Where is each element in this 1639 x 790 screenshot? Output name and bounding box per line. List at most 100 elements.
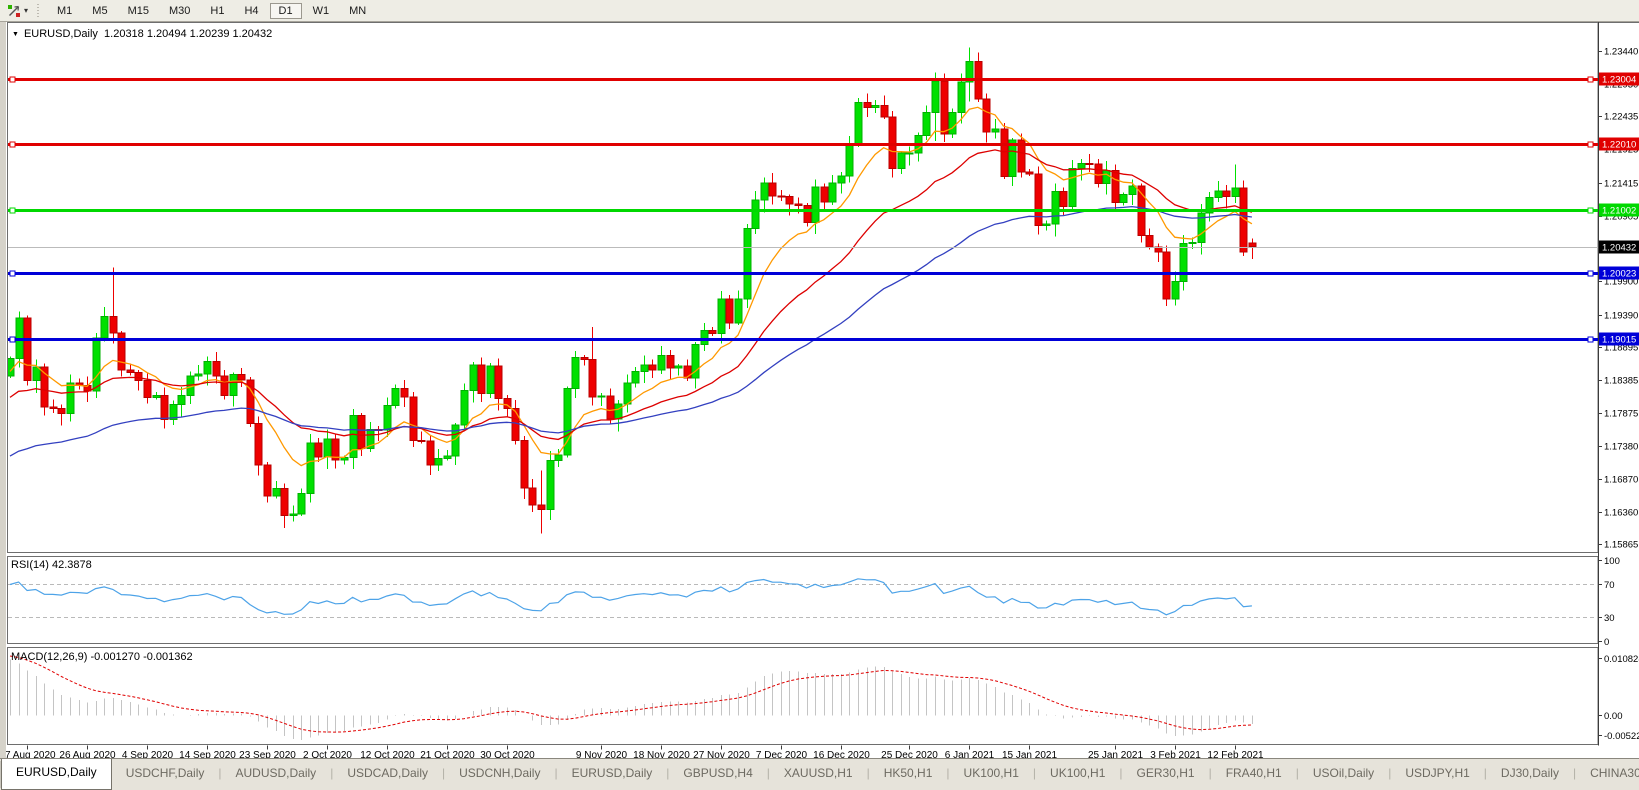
chart-tab-uk100-h1[interactable]: UK100,H1 <box>1050 766 1106 780</box>
line-handle[interactable] <box>1587 336 1594 343</box>
date-label: 12 Oct 2020 <box>360 750 415 758</box>
timeframe-button-m30[interactable]: M30 <box>168 4 191 17</box>
timeframe-button-m15[interactable]: M15 <box>127 4 149 17</box>
timeframe-button-h4[interactable]: H4 <box>244 4 259 17</box>
timeframe-button-d1[interactable]: D1 <box>269 2 302 19</box>
horizontal-line-1.23004[interactable] <box>8 76 1598 83</box>
horizontal-line-1.21002[interactable] <box>8 207 1598 214</box>
svg-text:1.22010: 1.22010 <box>1602 140 1636 151</box>
price-axis[interactable]: 1.234401.229301.224351.219251.214151.209… <box>1598 22 1639 746</box>
chart-tab-eurusd-daily[interactable]: EURUSD,Daily <box>1 759 112 790</box>
date-label: 16 Dec 2020 <box>813 750 870 758</box>
tab-separator: | <box>766 766 770 780</box>
line-handle[interactable] <box>1587 270 1594 277</box>
tab-separator: | <box>442 766 446 780</box>
price-tag-1.20023[interactable]: 1.20023 <box>1599 266 1639 280</box>
toolbar-grip[interactable] <box>36 3 42 18</box>
chart-canvas[interactable]: 1.234401.229301.224351.219251.214151.209… <box>0 22 1639 758</box>
svg-text:1.20023: 1.20023 <box>1602 269 1636 280</box>
timeframe-button-m5[interactable]: M5 <box>92 4 108 17</box>
price-tag-1.21002[interactable]: 1.21002 <box>1599 203 1639 217</box>
line-handle[interactable] <box>9 141 16 148</box>
price-tag-1.20432[interactable]: 1.20432 <box>1599 240 1639 254</box>
tab-separator: | <box>666 766 670 780</box>
line-handle[interactable] <box>1587 76 1594 83</box>
line-handle[interactable] <box>9 270 16 277</box>
chart-tab-audusd-daily[interactable]: AUDUSD,Daily <box>235 766 317 780</box>
line-handle[interactable] <box>9 336 16 343</box>
tab-separator: | <box>1295 766 1299 780</box>
chart-tab-bar: EURUSD,Daily USDCHF,Daily | AUDUSD,Daily | US… <box>0 758 1639 790</box>
tab-separator: | <box>330 766 334 780</box>
svg-text:1.19015: 1.19015 <box>1602 335 1636 346</box>
price-tag-1.23004[interactable]: 1.23004 <box>1599 72 1639 86</box>
price-tick-label: 1.22435 <box>1604 112 1638 123</box>
macd-signal-line <box>9 655 1252 733</box>
window-left-border <box>0 22 6 758</box>
macd-panel[interactable] <box>7 647 1599 745</box>
ma-line-55 <box>9 205 1252 457</box>
timeframe-button-h1[interactable]: H1 <box>210 4 225 17</box>
chevron-down-icon[interactable]: ▾ <box>24 6 29 15</box>
macd-tick-label: 0.00 <box>1604 711 1623 722</box>
horizontal-line-1.20023[interactable] <box>8 270 1598 277</box>
rsi-tick-label: 100 <box>1604 556 1620 567</box>
tab-separator: | <box>866 766 870 780</box>
tab-separator: | <box>1388 766 1392 780</box>
price-tick-label: 1.17380 <box>1604 442 1638 453</box>
chart-tabs: EURUSD,Daily USDCHF,Daily | AUDUSD,Daily | US… <box>1 759 1639 790</box>
toolbar: ▾ M1 M5 M15 M30 H1 H4 D1 W1 MN <box>0 0 1639 22</box>
chart-tab-china300-h1[interactable]: CHINA300,H1 <box>1590 766 1639 780</box>
line-handle[interactable] <box>1587 207 1594 214</box>
chart-tab-uk100-h1[interactable]: UK100,H1 <box>963 766 1019 780</box>
price-tag-1.19015[interactable]: 1.19015 <box>1599 332 1639 346</box>
macd-indicator-label: MACD(12,26,9) -0.001270 -0.001362 <box>11 651 193 663</box>
horizontal-line-1.19015[interactable] <box>8 336 1598 343</box>
line-handle[interactable] <box>9 207 16 214</box>
line-handle[interactable] <box>1587 141 1594 148</box>
svg-text:1.20432: 1.20432 <box>1602 243 1636 254</box>
chart-tab-hk50-h1[interactable]: HK50,H1 <box>883 766 933 780</box>
macd-tick-label: 0.010828 <box>1604 654 1639 665</box>
price-tag-1.22010[interactable]: 1.22010 <box>1599 137 1639 151</box>
price-tick-label: 1.18385 <box>1604 376 1638 387</box>
date-label: 25 Dec 2020 <box>881 750 938 758</box>
chart-tab-fra40-h1[interactable]: FRA40,H1 <box>1225 766 1282 780</box>
chart-tab-usdcnh-daily[interactable]: USDCNH,Daily <box>459 766 541 780</box>
date-label: 14 Sep 2020 <box>179 750 236 758</box>
chart-tab-eurusd-daily[interactable]: EURUSD,Daily <box>571 766 653 780</box>
price-tick-label: 1.20905 <box>1604 212 1638 223</box>
main-chart-panel[interactable] <box>7 22 1599 553</box>
ma-line-10 <box>9 106 1253 467</box>
chart-tab-usdchf-daily[interactable]: USDCHF,Daily <box>125 766 205 780</box>
timeframe-button-m1[interactable]: M1 <box>57 4 73 17</box>
rsi-indicator-label: RSI(14) 42.3878 <box>11 559 92 571</box>
chart-window[interactable]: 1.234401.229301.224351.219251.214151.209… <box>0 22 1639 758</box>
date-label: 9 Nov 2020 <box>576 750 628 758</box>
date-label: 12 Feb 2021 <box>1207 750 1264 758</box>
chart-tab-xauusd-h1[interactable]: XAUUSD,H1 <box>783 766 853 780</box>
svg-text:1.21002: 1.21002 <box>1602 206 1636 217</box>
timeframe-button-w1[interactable]: W1 <box>312 4 330 17</box>
chart-tab-dj30-daily[interactable]: DJ30,Daily <box>1500 766 1559 780</box>
chart-tab-ger30-h1[interactable]: GER30,H1 <box>1136 766 1195 780</box>
line-handle[interactable] <box>9 76 16 83</box>
ma-line-25 <box>9 149 1253 441</box>
chart-tab-usdjpy-h1[interactable]: USDJPY,H1 <box>1405 766 1470 780</box>
price-tick-label: 1.23440 <box>1604 47 1638 58</box>
collapse-icon[interactable]: ▼ <box>12 31 19 38</box>
chart-tab-usdcad-daily[interactable]: USDCAD,Daily <box>347 766 428 780</box>
chart-tab-gbpusd-h4[interactable]: GBPUSD,H4 <box>683 766 753 780</box>
horizontal-line-1.22010[interactable] <box>8 141 1598 148</box>
chart-tab-usoil-daily[interactable]: USOil,Daily <box>1312 766 1375 780</box>
candles <box>8 47 1257 534</box>
price-tick-label: 1.16870 <box>1604 475 1638 486</box>
tab-separator: | <box>218 766 222 780</box>
date-label: 18 Nov 2020 <box>633 750 690 758</box>
horizontal-lines <box>8 76 1598 343</box>
timeframe-button-mn[interactable]: MN <box>349 4 367 17</box>
rsi-panel[interactable] <box>7 556 1599 644</box>
chart-tool-icon[interactable] <box>4 3 24 19</box>
rsi-tick-label: 30 <box>1604 613 1615 624</box>
time-axis[interactable]: 17 Aug 2020 26 Aug 2020 4 Sep 2020 14 Sep 2… <box>0 745 1264 759</box>
